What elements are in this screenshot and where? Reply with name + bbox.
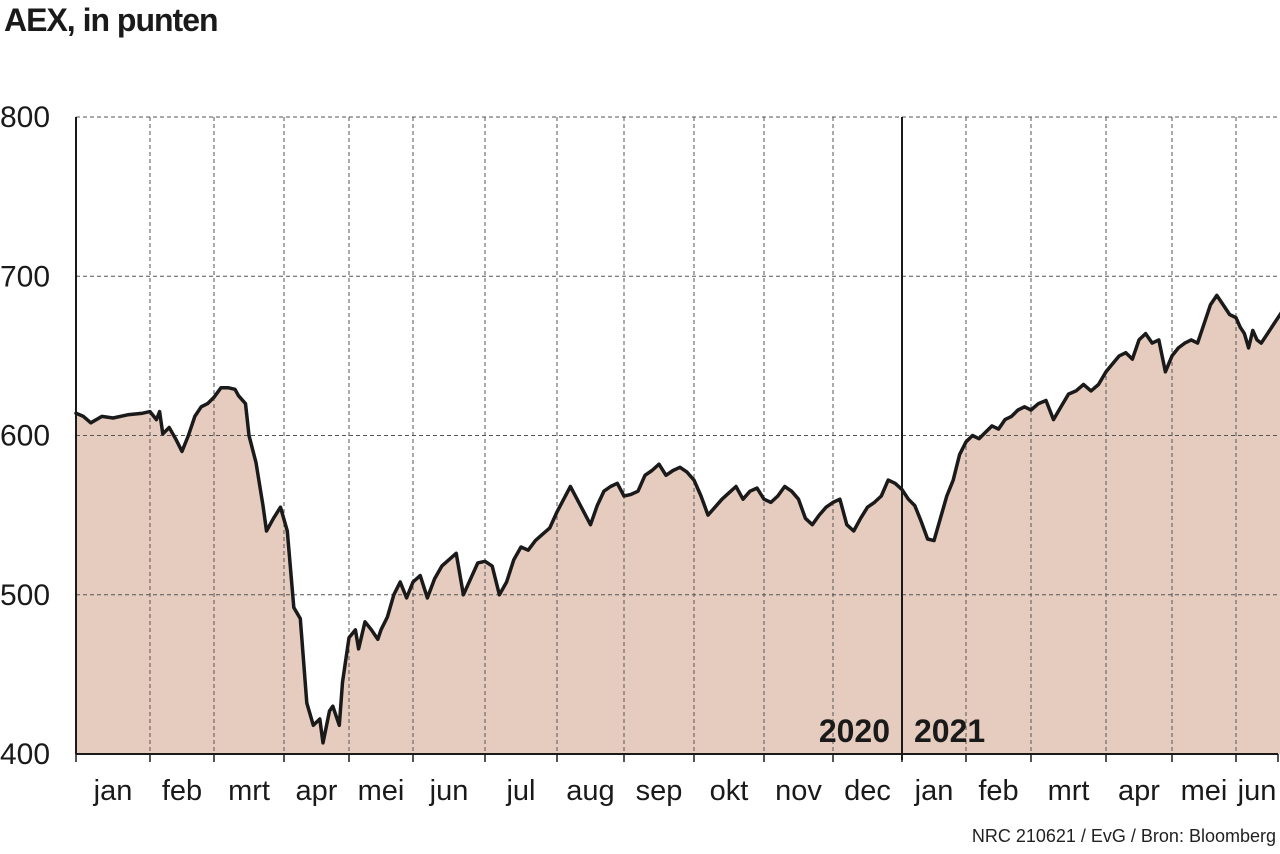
x-tick-label: mrt <box>1048 775 1090 807</box>
aex-series-line <box>74 293 1280 745</box>
y-tick-label: 500 <box>0 579 50 612</box>
y-tick-label: 400 <box>0 738 50 771</box>
y-tick-label: 800 <box>0 101 50 134</box>
x-tick-label: jun <box>429 775 469 807</box>
x-tick-label: jan <box>93 775 133 807</box>
chart-title: AEX, in punten <box>4 2 219 38</box>
x-tick-label: mei <box>358 775 405 807</box>
source-credit: NRC 210621 / EvG / Bron: Bloomberg <box>971 826 1276 846</box>
x-tick-label: mrt <box>228 775 270 807</box>
area-fill <box>76 295 1280 754</box>
x-tick-label: dec <box>844 775 891 807</box>
x-tick-label: mei <box>1181 775 1228 807</box>
x-tick-label: feb <box>162 775 202 807</box>
x-tick-label: okt <box>710 775 749 807</box>
x-tick-label: feb <box>978 775 1018 807</box>
x-tick-label: aug <box>566 775 614 807</box>
year-label-2021: 2021 <box>914 713 985 749</box>
x-tick-label: apr <box>1118 775 1160 807</box>
x-tick-label: sep <box>636 775 683 807</box>
x-tick-label: jun <box>1237 775 1277 807</box>
x-tick-label: jul <box>505 775 535 807</box>
x-tick-label: apr <box>296 775 338 807</box>
x-tick-label: jan <box>914 775 954 807</box>
y-tick-label: 600 <box>0 420 50 453</box>
x-tick-label: nov <box>775 775 822 807</box>
y-tick-label: 700 <box>0 260 50 293</box>
year-label-2020: 2020 <box>819 713 890 749</box>
